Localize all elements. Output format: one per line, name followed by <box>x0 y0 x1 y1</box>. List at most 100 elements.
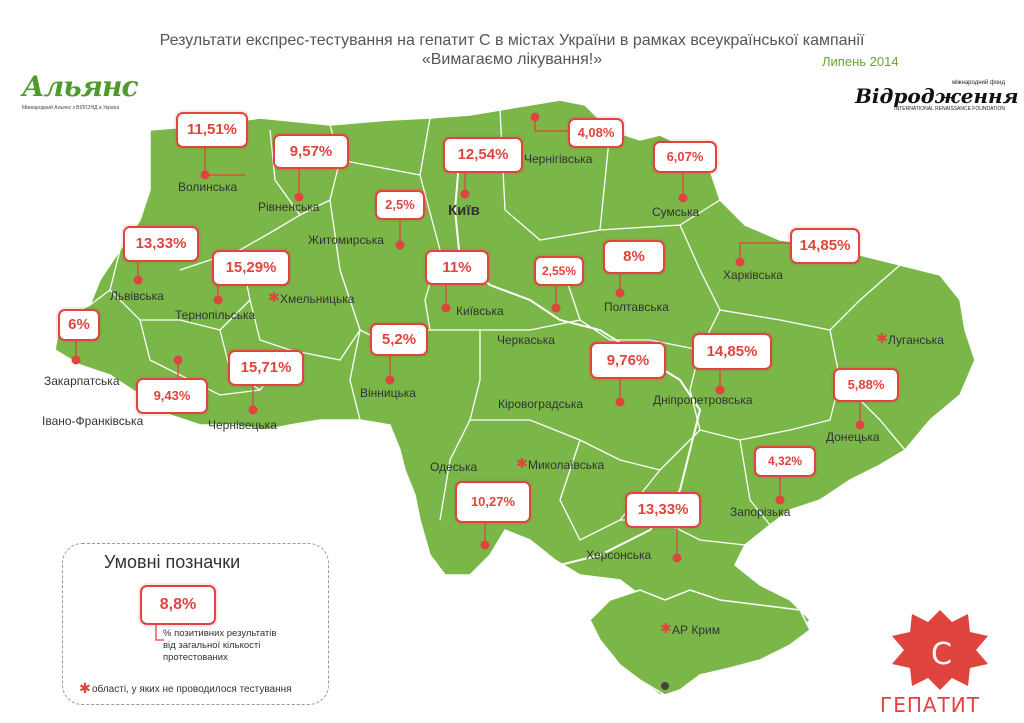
untested-region-label: Хмельницька <box>280 292 355 306</box>
dot-kharkivska <box>735 257 745 267</box>
region-label: Чернігівська <box>524 152 593 166</box>
dot-zaporizka <box>775 495 785 505</box>
value-callout: 14,85% <box>790 228 860 264</box>
star-icon: ✱ <box>268 290 280 306</box>
map-title-line2: «Вимагаємо лікування!» <box>421 51 603 68</box>
region-label: Волинська <box>178 180 238 194</box>
legend-desc-line: протестованих <box>163 652 228 663</box>
alliance-logo-subtitle: Міжнародний Альянс з ВІЛ/СНІД в Україні <box>22 105 119 111</box>
region-label: Київська <box>456 304 504 318</box>
value-callout: 2,5% <box>375 190 425 220</box>
value-callout: 5,2% <box>370 323 428 356</box>
hepatitis-logo: C <box>892 610 988 690</box>
renaissance-logo-word: Відродження <box>855 84 1019 108</box>
value-callout: 5,88% <box>833 368 899 402</box>
alliance-logo-word: Альянс <box>22 70 139 103</box>
dot-kyiv <box>460 189 470 199</box>
value-callout: 6,07% <box>653 141 717 173</box>
untested-region-label: Луганська <box>888 333 944 347</box>
region-label: Одеська <box>430 460 478 474</box>
legend-desc-line: % позитивних результатів <box>163 628 277 639</box>
legend-desc-line: від загальної кількості <box>163 640 261 651</box>
region-label: Кіровоградська <box>498 397 584 411</box>
region-label: Житомирська <box>308 233 384 247</box>
dot-ivano-frankivska <box>173 355 183 365</box>
hepatitis-word: ГЕПАТИТ <box>880 693 980 717</box>
region-label: Київ <box>448 202 480 219</box>
value-callout: 9,76% <box>590 342 666 379</box>
region-label: Сумська <box>652 205 700 219</box>
dot-sumska <box>678 193 688 203</box>
value-callout: 4,08% <box>568 118 624 148</box>
value-callout: 13,33% <box>123 226 199 262</box>
dot-chernihivska <box>530 112 540 122</box>
region-label: Тернопільська <box>175 308 256 322</box>
region-label: Полтавська <box>604 300 669 314</box>
dot-cherkaska <box>551 303 561 313</box>
dot-kyivska <box>441 303 451 313</box>
region-label: Львівська <box>110 289 164 303</box>
legend-title: Умовні позначки <box>104 552 241 572</box>
value-callout: 12,54% <box>443 137 523 173</box>
region-label: Івано-Франківська <box>42 414 144 428</box>
renaissance-fund-label: міжнародний фонд <box>952 80 1005 86</box>
untested-region-label: АР Крим <box>672 623 720 637</box>
date-label: Липень 2014 <box>822 54 899 69</box>
legend-star-icon: ✱ <box>79 681 91 697</box>
legend-sample-callout: 8,8% <box>140 585 216 625</box>
star-icon: ✱ <box>660 621 672 637</box>
value-callout: 11,51% <box>176 112 248 148</box>
legend-star-text: області, у яких не проводилося тестуванн… <box>92 684 292 695</box>
sevastopol-icon <box>661 682 669 690</box>
region-label: Черкаська <box>497 333 555 347</box>
value-callout: 15,29% <box>212 250 290 286</box>
dot-poltavska <box>615 288 625 298</box>
dot-donetska <box>855 420 865 430</box>
star-icon: ✱ <box>876 331 888 347</box>
untested-star-marks: ✱ ✱ ✱ ✱ ✱ <box>79 290 888 697</box>
dot-lvivska <box>133 275 143 285</box>
value-callout: 9,57% <box>273 134 349 169</box>
renaissance-english-name: INTERNATIONAL RENAISSANCE FOUNDATION <box>894 106 1005 112</box>
legend-box <box>62 543 329 705</box>
crimea-outline <box>589 589 811 696</box>
dot-rivnenska <box>294 192 304 202</box>
dot-zakarpatska <box>71 355 81 365</box>
value-callout: 13,33% <box>625 492 701 528</box>
dot-chernivetska <box>248 405 258 415</box>
untested-region-label: Миколаївська <box>528 458 605 472</box>
dot-odeska <box>480 540 490 550</box>
star-icon: ✱ <box>516 456 528 472</box>
hepatitis-splash <box>892 610 988 690</box>
region-label: Запорізька <box>730 505 791 519</box>
region-label: Донецька <box>826 430 880 444</box>
dot-ternopilska <box>213 295 223 305</box>
legend-description: % позитивних результатів від загальної к… <box>163 628 276 664</box>
region-label: Вінницька <box>360 386 416 400</box>
region-label: Чернівецька <box>208 418 277 432</box>
dot-khersonska <box>672 553 682 563</box>
region-label: Херсонська <box>586 548 652 562</box>
dot-volynska <box>200 170 210 180</box>
dot-vinnytska <box>385 375 395 385</box>
value-callout: 4,32% <box>754 446 816 477</box>
dot-dnipropetrovska <box>715 385 725 395</box>
value-callout: 10,27% <box>455 481 531 523</box>
region-label: Закарпатська <box>44 374 120 388</box>
value-callout: 15,71% <box>228 350 304 386</box>
value-callout: 2,55% <box>534 256 584 286</box>
value-callout: 9,43% <box>136 378 208 414</box>
dot-kirovohradska <box>615 397 625 407</box>
value-callout: 14,85% <box>692 333 772 370</box>
region-label: Харківська <box>723 268 783 282</box>
map-title-line1: Результати експрес-тестування на гепатит… <box>159 32 865 49</box>
hepatitis-letter: C <box>931 637 952 672</box>
alliance-logo: Альянс Міжнародний Альянс з ВІЛ/СНІД в У… <box>22 70 139 111</box>
region-label: Дніпропетровська <box>653 393 753 407</box>
value-callout: 11% <box>425 250 489 285</box>
region-label: Рівненська <box>258 200 320 214</box>
value-callout: 8% <box>603 240 665 274</box>
dot-zhytomyrska <box>395 240 405 250</box>
renaissance-logo: міжнародний фонд Відродження INTERNATION… <box>855 80 1019 112</box>
region-dots <box>71 112 865 690</box>
